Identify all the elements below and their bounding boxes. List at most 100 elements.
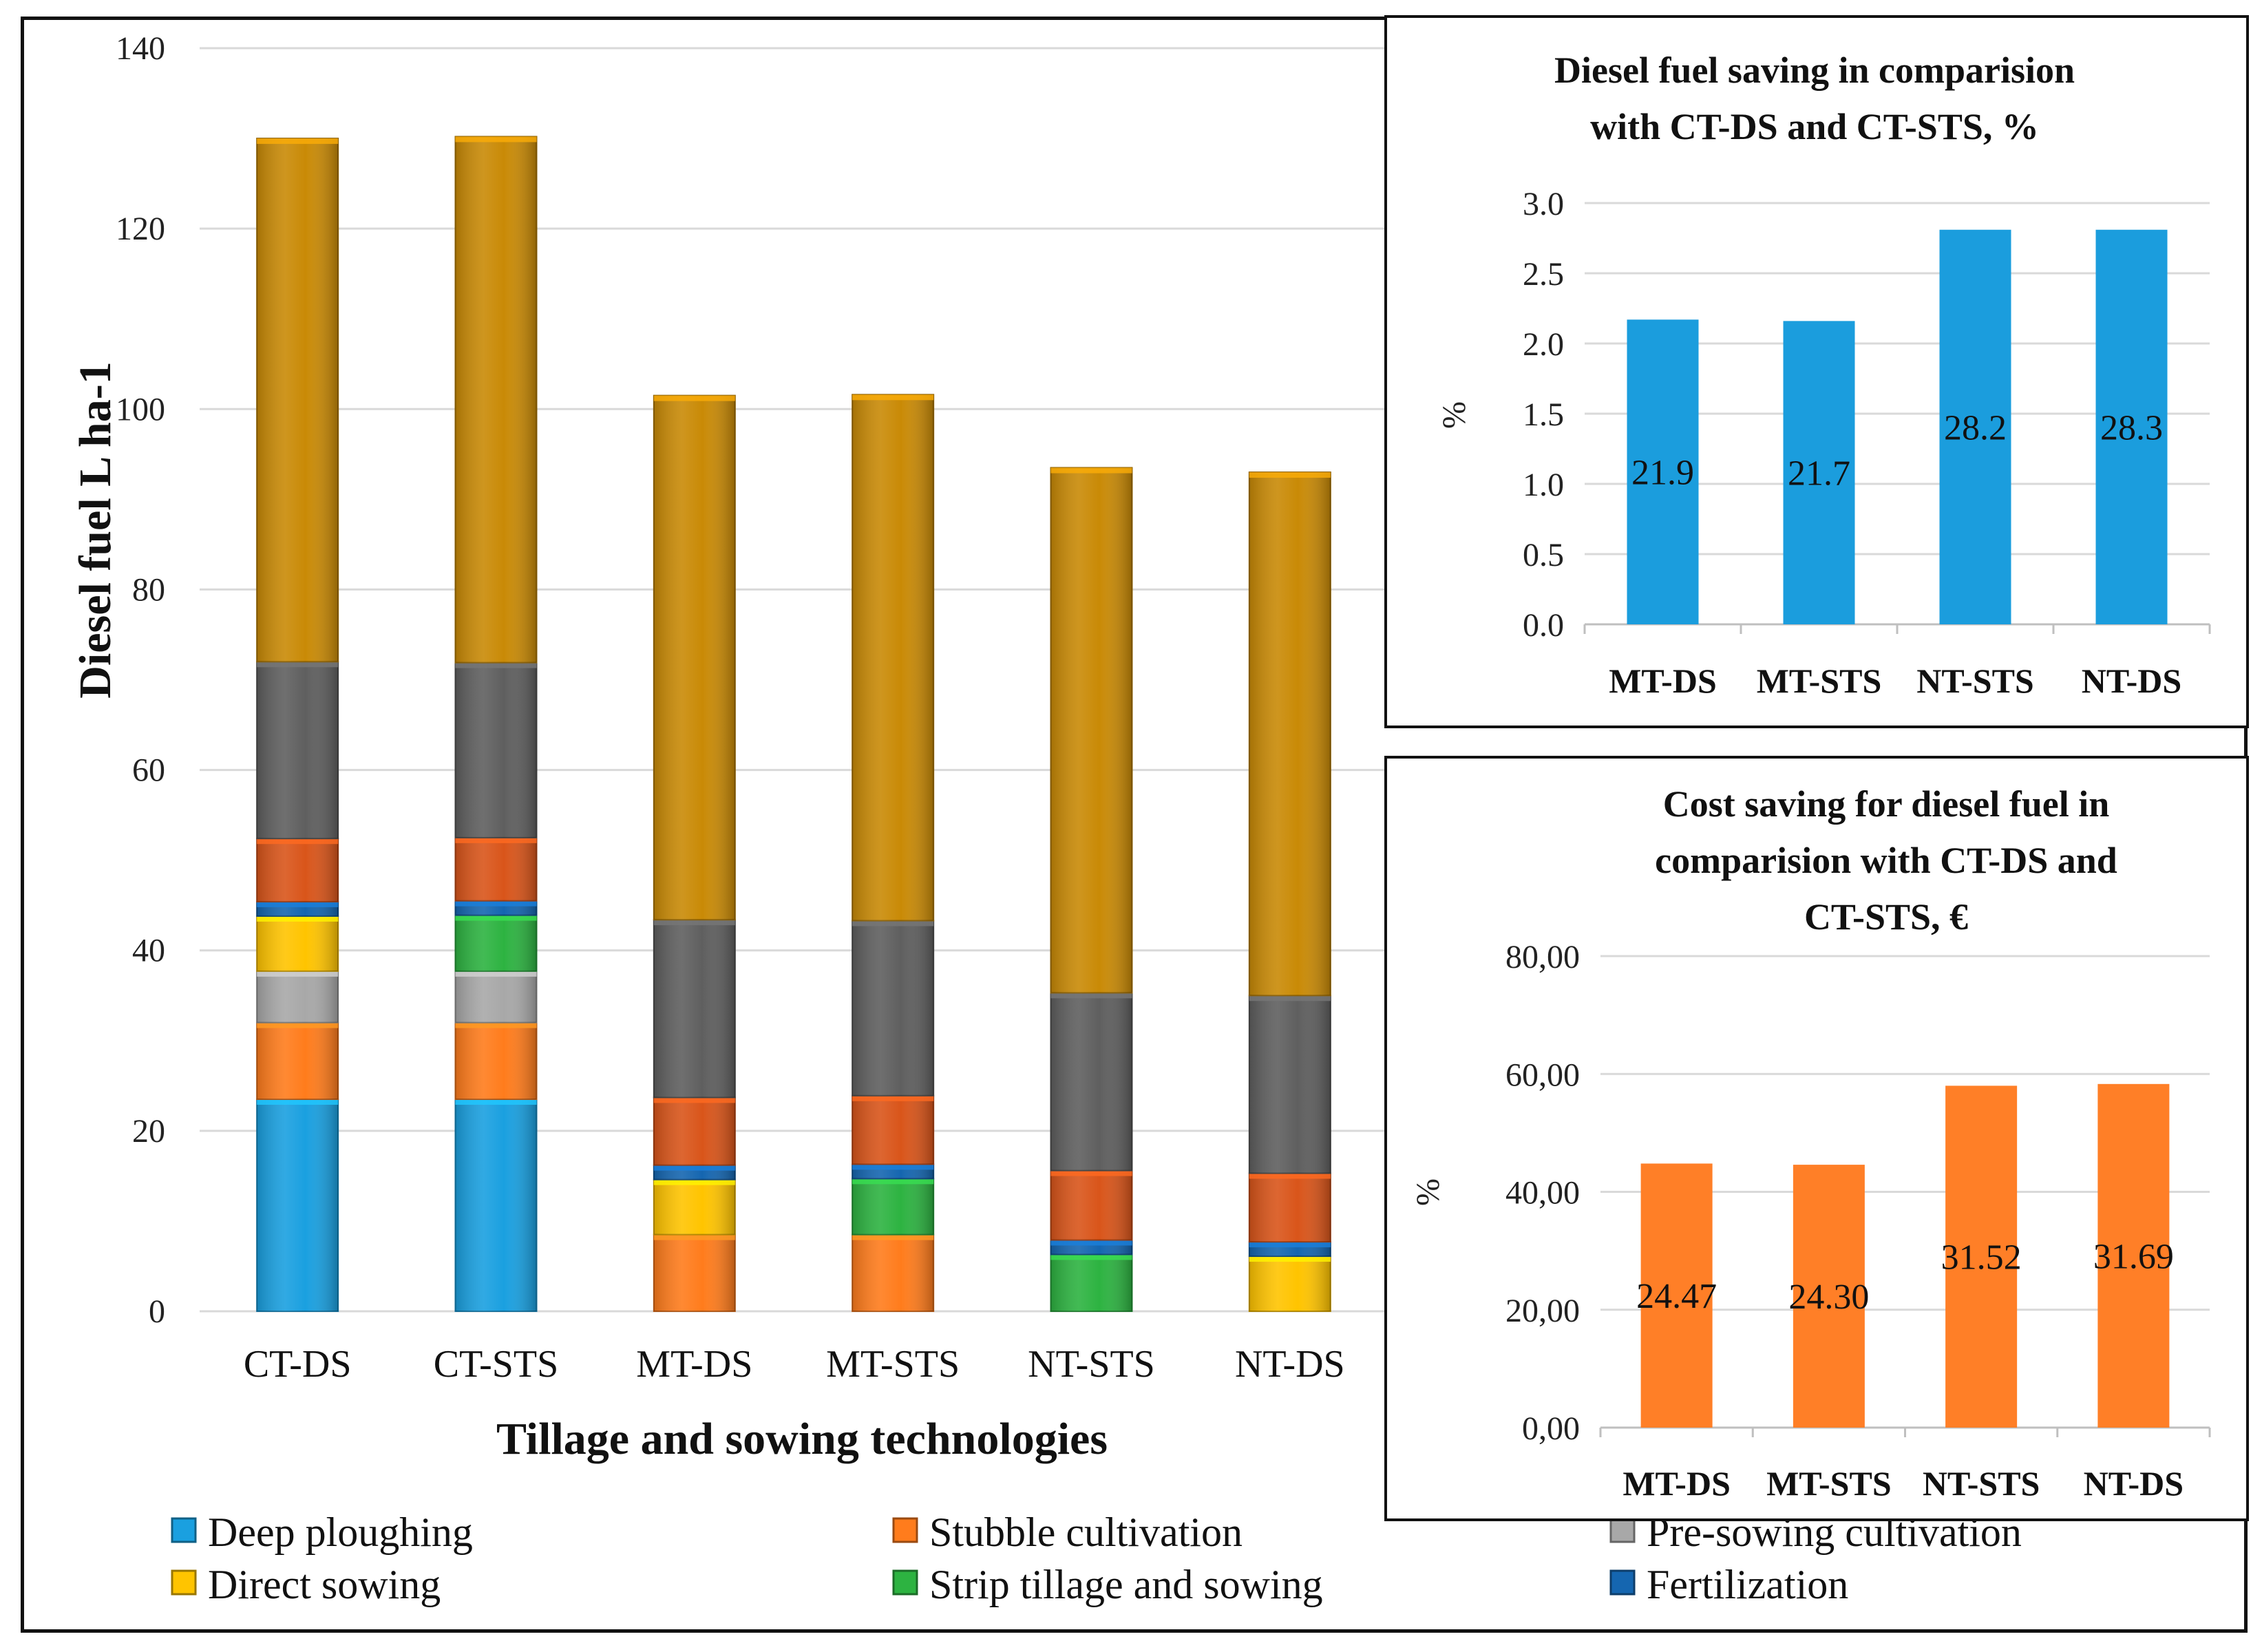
stack-segment-shade bbox=[455, 662, 537, 838]
stack-segment-top bbox=[455, 900, 537, 907]
main-y-tick-label: 120 bbox=[116, 211, 165, 247]
stack-segment-top bbox=[1050, 1240, 1132, 1246]
legend-label: Strip tillage and sowing bbox=[929, 1562, 1323, 1607]
stack-segment-top bbox=[1050, 1254, 1132, 1260]
legend-swatch bbox=[171, 1569, 197, 1596]
inset-bar bbox=[1945, 1086, 2018, 1428]
stack-segment-shade bbox=[257, 971, 339, 1023]
inset-y-tick-label: 3.0 bbox=[1523, 186, 1564, 222]
stack-segment-top bbox=[653, 920, 735, 926]
main-y-tick-label: 80 bbox=[132, 571, 165, 608]
inset-bar bbox=[1793, 1165, 1865, 1428]
legend-label: Fertilization bbox=[1647, 1562, 1848, 1607]
inset-data-label: 31.69 bbox=[2093, 1237, 2174, 1276]
stack-segment-shade bbox=[653, 1097, 735, 1165]
legend-swatch bbox=[1609, 1569, 1636, 1596]
inset-data-label: 28.2 bbox=[1944, 408, 2007, 447]
inset-bar bbox=[2095, 229, 2168, 624]
stack-segment-shade bbox=[1249, 1256, 1331, 1311]
inset-x-tick-label: NT-DS bbox=[2084, 1464, 2184, 1503]
stack-segment-top bbox=[257, 1099, 339, 1105]
stack-segment-top bbox=[1249, 1173, 1331, 1179]
inset-cost-saving-chart: Cost saving for diesel fuel in comparisio… bbox=[1410, 783, 2211, 1503]
inset-y-tick-label: 60,00 bbox=[1505, 1057, 1580, 1093]
stack-segment-top bbox=[455, 915, 537, 921]
inset-y-tick-label: 80,00 bbox=[1505, 939, 1580, 975]
inset-data-label: 21.9 bbox=[1631, 454, 1694, 493]
legend-swatch bbox=[171, 1517, 197, 1543]
main-gridlines bbox=[200, 47, 1391, 1313]
stack-segment-shade bbox=[1050, 467, 1132, 993]
inset-x-tick-label: MT-DS bbox=[1622, 1464, 1731, 1503]
main-y-tick-label: 0 bbox=[149, 1293, 165, 1330]
stack-segment-top bbox=[1050, 993, 1132, 999]
stack-segment-shade bbox=[653, 920, 735, 1098]
stack-segment-shade bbox=[455, 837, 537, 901]
inset-x-tick-label: MT-STS bbox=[1757, 661, 1882, 700]
stack-segment-top bbox=[455, 1099, 537, 1105]
stack-segment-shade bbox=[1249, 1173, 1331, 1242]
stack-segment-top bbox=[455, 971, 537, 977]
stack-segment-top bbox=[455, 1022, 537, 1028]
stack-segment-shade bbox=[1050, 993, 1132, 1171]
main-x-tick-label: CT-STS bbox=[434, 1343, 559, 1386]
inset-y-tick-label: 1.0 bbox=[1523, 467, 1564, 503]
stack-segment-top bbox=[455, 837, 537, 843]
stack-segment-shade bbox=[653, 395, 735, 920]
stack-segment-shade bbox=[257, 1022, 339, 1099]
stack-segment-shade bbox=[455, 136, 537, 663]
stack-segment-top bbox=[653, 1097, 735, 1103]
stack-segment-top bbox=[1249, 472, 1331, 478]
stack-segment-shade bbox=[257, 138, 339, 662]
inset-x-tick-label: NT-DS bbox=[2082, 661, 2181, 700]
inset-y-tick-label: 0.5 bbox=[1523, 537, 1564, 573]
inset-y-tick-label: 20,00 bbox=[1505, 1293, 1580, 1329]
stack-segment-shade bbox=[1050, 1170, 1132, 1240]
inset-x-tick-label: NT-STS bbox=[1916, 661, 2033, 700]
inset-y-tick-label: 2.5 bbox=[1523, 256, 1564, 293]
inset-bar bbox=[1627, 319, 1699, 624]
stack-segment-top bbox=[1050, 467, 1132, 474]
stack-segment-shade bbox=[852, 394, 934, 921]
inset-title-line: Cost saving for diesel fuel in bbox=[1663, 783, 2110, 825]
main-x-tick-label: NT-DS bbox=[1235, 1343, 1345, 1386]
main-y-ticks: 0 20 40 60 80 100 120 140 bbox=[116, 30, 165, 1330]
main-y-tick-label: 140 bbox=[116, 30, 165, 67]
stack-segment-top bbox=[257, 661, 339, 668]
inset-x-tick-label: MT-STS bbox=[1766, 1464, 1892, 1503]
inset-y-tick-label: 1.5 bbox=[1523, 396, 1564, 433]
stack-segment-top bbox=[257, 901, 339, 907]
inset-bar bbox=[1640, 1163, 1713, 1428]
inset-bar bbox=[1939, 229, 2011, 624]
stack-segment-top bbox=[653, 1234, 735, 1240]
legend: Deep ploughing Stubble cultivation Pre-sow… bbox=[171, 1510, 2022, 1607]
inset-bar bbox=[1783, 321, 1855, 624]
stack-segment-shade bbox=[455, 1022, 537, 1099]
inset-y-tick-label: 0.0 bbox=[1523, 607, 1564, 644]
inset-fuel-saving-chart: Diesel fuel saving in comparision with CT… bbox=[1436, 50, 2211, 700]
inset-title-line: Diesel fuel saving in comparision bbox=[1554, 50, 2075, 91]
stack-segment-top bbox=[852, 1234, 934, 1240]
stack-segment-shade bbox=[257, 915, 339, 971]
stack-segment-shade bbox=[455, 1099, 537, 1311]
inset-y-tick-label: 0,00 bbox=[1522, 1410, 1580, 1447]
inset-x-tick-label: NT-STS bbox=[1923, 1464, 2040, 1503]
inset-data-label: 24.47 bbox=[1636, 1277, 1717, 1316]
stack-segment-shade bbox=[455, 971, 537, 1023]
legend-label: Direct sowing bbox=[208, 1562, 441, 1607]
stack-segment-top bbox=[1050, 1170, 1132, 1176]
stack-segment-shade bbox=[653, 1179, 735, 1235]
stack-segment-top bbox=[257, 138, 339, 145]
main-x-tick-label: CT-DS bbox=[244, 1343, 352, 1386]
stack-segment-shade bbox=[852, 1234, 934, 1311]
stack-segment-top bbox=[455, 136, 537, 142]
inset-y-axis-title: % bbox=[1410, 1178, 1446, 1206]
stack-segment-shade bbox=[1050, 1254, 1132, 1311]
inset-y-tick-label: 2.0 bbox=[1523, 326, 1564, 363]
stack-segment-shade bbox=[257, 838, 339, 902]
stack-segment-shade bbox=[852, 1095, 934, 1165]
stack-segment-top bbox=[1249, 995, 1331, 1002]
main-x-tick-label: MT-STS bbox=[826, 1343, 960, 1386]
legend-swatch bbox=[892, 1569, 918, 1596]
